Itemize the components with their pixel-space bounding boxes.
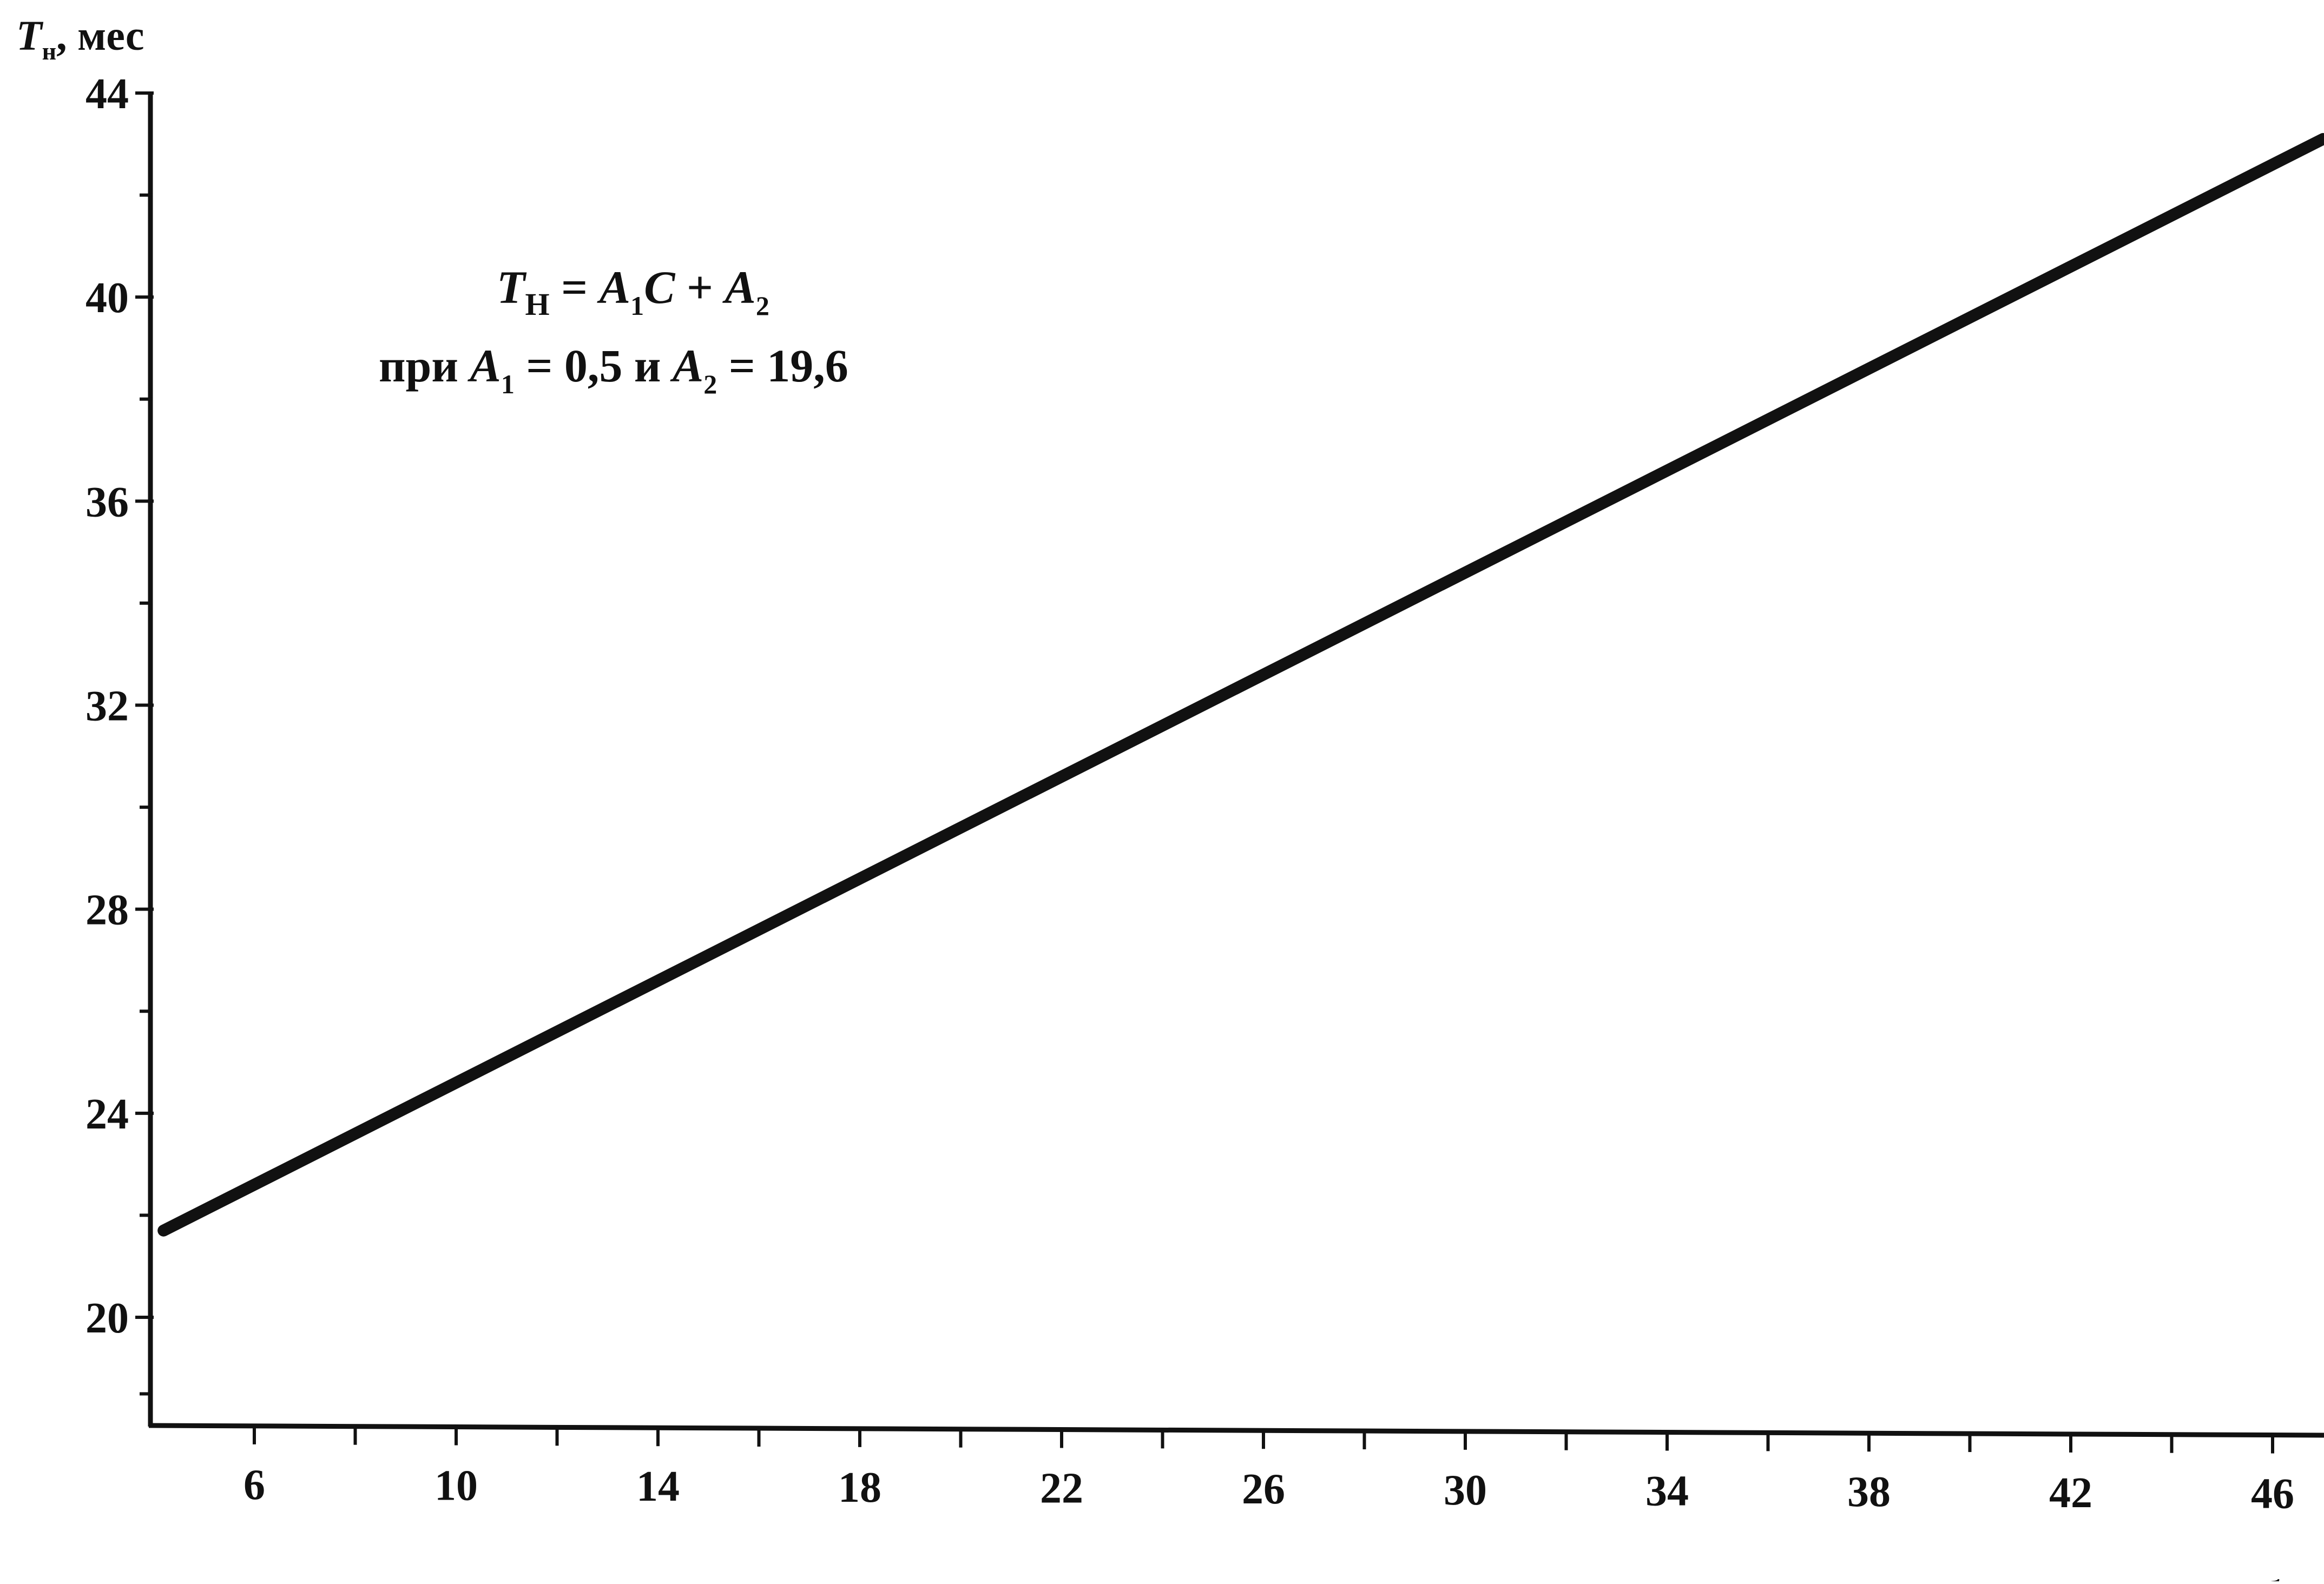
x-tick-label: 18 [838, 1464, 881, 1512]
x-tick-label: 46 [2251, 1470, 2294, 1518]
x-tick-label: 14 [636, 1463, 680, 1510]
y-tick-label: 24 [85, 1091, 129, 1138]
x-tick-label: 30 [1444, 1467, 1487, 1514]
formula-annotation: TН = A1C + A2 [497, 261, 769, 322]
y-tick-label: 40 [85, 274, 129, 322]
x-tick-label: 22 [1040, 1465, 1083, 1513]
ticks: 20 24 28 32 36 40 44 6 10 14 18 22 26 30 34 38 42 46 [85, 70, 2294, 1518]
y-tick-label: 44 [85, 70, 129, 118]
y-tick-label: 36 [85, 478, 129, 526]
x-tick-label: 10 [434, 1462, 478, 1510]
params-annotation: при A1 = 0,5 и A2 = 19,6 [379, 340, 848, 399]
y-axis-title: Tн, мес [16, 12, 144, 65]
x-axis-line [148, 1423, 2324, 1438]
x-tick-label: 6 [243, 1461, 265, 1509]
axes [148, 93, 2324, 1438]
x-tick-label: 26 [1242, 1466, 1285, 1513]
y-tick-label: 32 [85, 683, 129, 730]
y-tick-label: 28 [85, 887, 129, 934]
series-line [157, 133, 2324, 1237]
x-axis-title: C, млн. руб. [2070, 1572, 2292, 1581]
series [157, 133, 2324, 1237]
x-tick-label: 38 [1847, 1468, 1891, 1516]
x-tick-label: 34 [1645, 1468, 1689, 1515]
x-tick-label: 42 [2049, 1469, 2092, 1517]
y-tick-label: 20 [85, 1295, 129, 1342]
